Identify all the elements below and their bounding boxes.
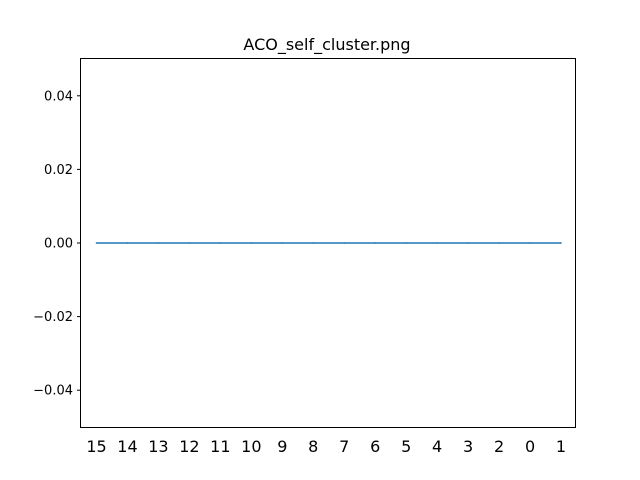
- chart-title: ACO_self_cluster.png: [243, 35, 410, 55]
- data-point: [219, 242, 222, 244]
- data-point: [436, 242, 438, 244]
- xtick-label: 8: [308, 437, 318, 456]
- xtick-label: 10: [241, 437, 261, 456]
- xtick-label: 15: [86, 437, 106, 456]
- data-point: [529, 242, 531, 244]
- ytick-label: −0.02: [33, 310, 73, 325]
- xtick-label: 12: [179, 437, 199, 456]
- xtick-label: 1: [556, 437, 566, 456]
- data-point: [405, 242, 407, 244]
- data-point: [374, 242, 377, 244]
- data-point: [157, 242, 160, 244]
- xtick-label: 3: [463, 437, 473, 456]
- xtick-label: 0: [525, 437, 535, 456]
- ytick-label: −0.04: [33, 384, 73, 399]
- xtick-label: 14: [117, 437, 137, 456]
- xtick-label: 9: [277, 437, 287, 456]
- xtick-label: 13: [148, 437, 168, 456]
- plot-frame: [80, 58, 576, 428]
- data-point: [467, 242, 469, 244]
- xtick-label: 6: [370, 437, 380, 456]
- data-point: [343, 242, 346, 244]
- data-point: [312, 242, 315, 244]
- data-point: [250, 242, 253, 244]
- xtick-label: 11: [210, 437, 230, 456]
- xtick-label: 5: [401, 437, 411, 456]
- data-point: [188, 242, 191, 244]
- data-point: [95, 242, 98, 244]
- ytick-label: 0.04: [44, 89, 73, 104]
- xtick-label: 7: [339, 437, 349, 456]
- data-point: [126, 242, 129, 244]
- data-point: [560, 242, 562, 244]
- ytick-label: 0.00: [44, 237, 73, 252]
- data-point: [498, 242, 500, 244]
- xtick-label: 4: [432, 437, 442, 456]
- data-point: [281, 242, 284, 244]
- xtick-label: 2: [494, 437, 504, 456]
- ytick-label: 0.02: [44, 163, 73, 178]
